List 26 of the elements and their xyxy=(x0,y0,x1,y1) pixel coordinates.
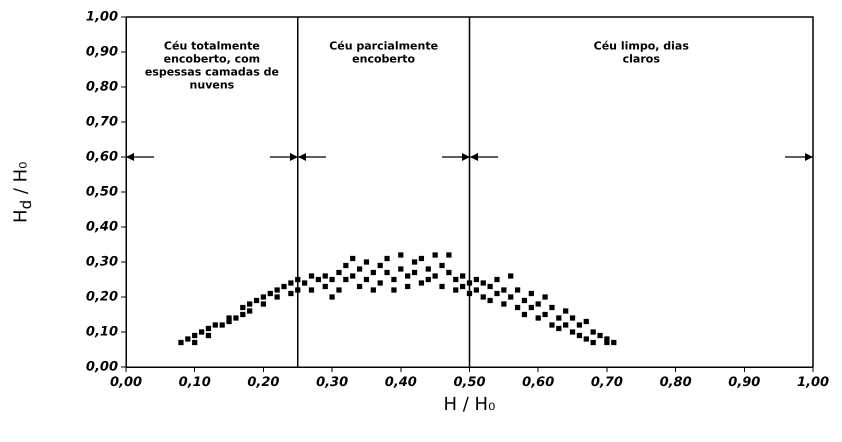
x-tick-label: 0,60 xyxy=(522,375,554,390)
x-tick-label: 0,40 xyxy=(384,375,417,390)
y-tick-label: 0,60 xyxy=(86,149,118,164)
x-axis-title: H / H₀ xyxy=(444,394,496,415)
y-tick-label: 1,00 xyxy=(86,9,118,24)
x-tick-label: 0,20 xyxy=(247,375,280,390)
annotation: Céu totalmente encoberto, com espessas camadas de nuvens xyxy=(144,39,279,92)
x-tick-label: 0,70 xyxy=(590,375,623,390)
x-tick-label: 0,30 xyxy=(316,375,348,390)
annotation: Céu limpo, dias claros xyxy=(594,39,690,66)
x-tick-label: 1,00 xyxy=(796,375,830,390)
y-tick-label: 0,00 xyxy=(86,359,118,374)
y-tick-label: 0,50 xyxy=(86,184,118,200)
y-tick-label: 0,40 xyxy=(86,219,118,234)
x-tick-label: 0,80 xyxy=(660,375,692,390)
y-tick-label: 0,80 xyxy=(86,79,118,94)
x-tick-label: 0,50 xyxy=(453,375,486,390)
y-tick-label: 0,20 xyxy=(86,289,118,304)
x-tick-label: 0,10 xyxy=(178,375,211,390)
y-tick-label: 0,30 xyxy=(86,254,118,270)
x-tick-label: 0,90 xyxy=(728,375,760,390)
x-tick-label: 0,00 xyxy=(110,375,142,390)
annotation: Céu parcialmente encoberto xyxy=(329,39,438,66)
y-tick-label: 0,10 xyxy=(86,324,118,340)
y-tick-label: 0,70 xyxy=(86,114,118,130)
y-tick-label: 0,90 xyxy=(86,44,118,60)
